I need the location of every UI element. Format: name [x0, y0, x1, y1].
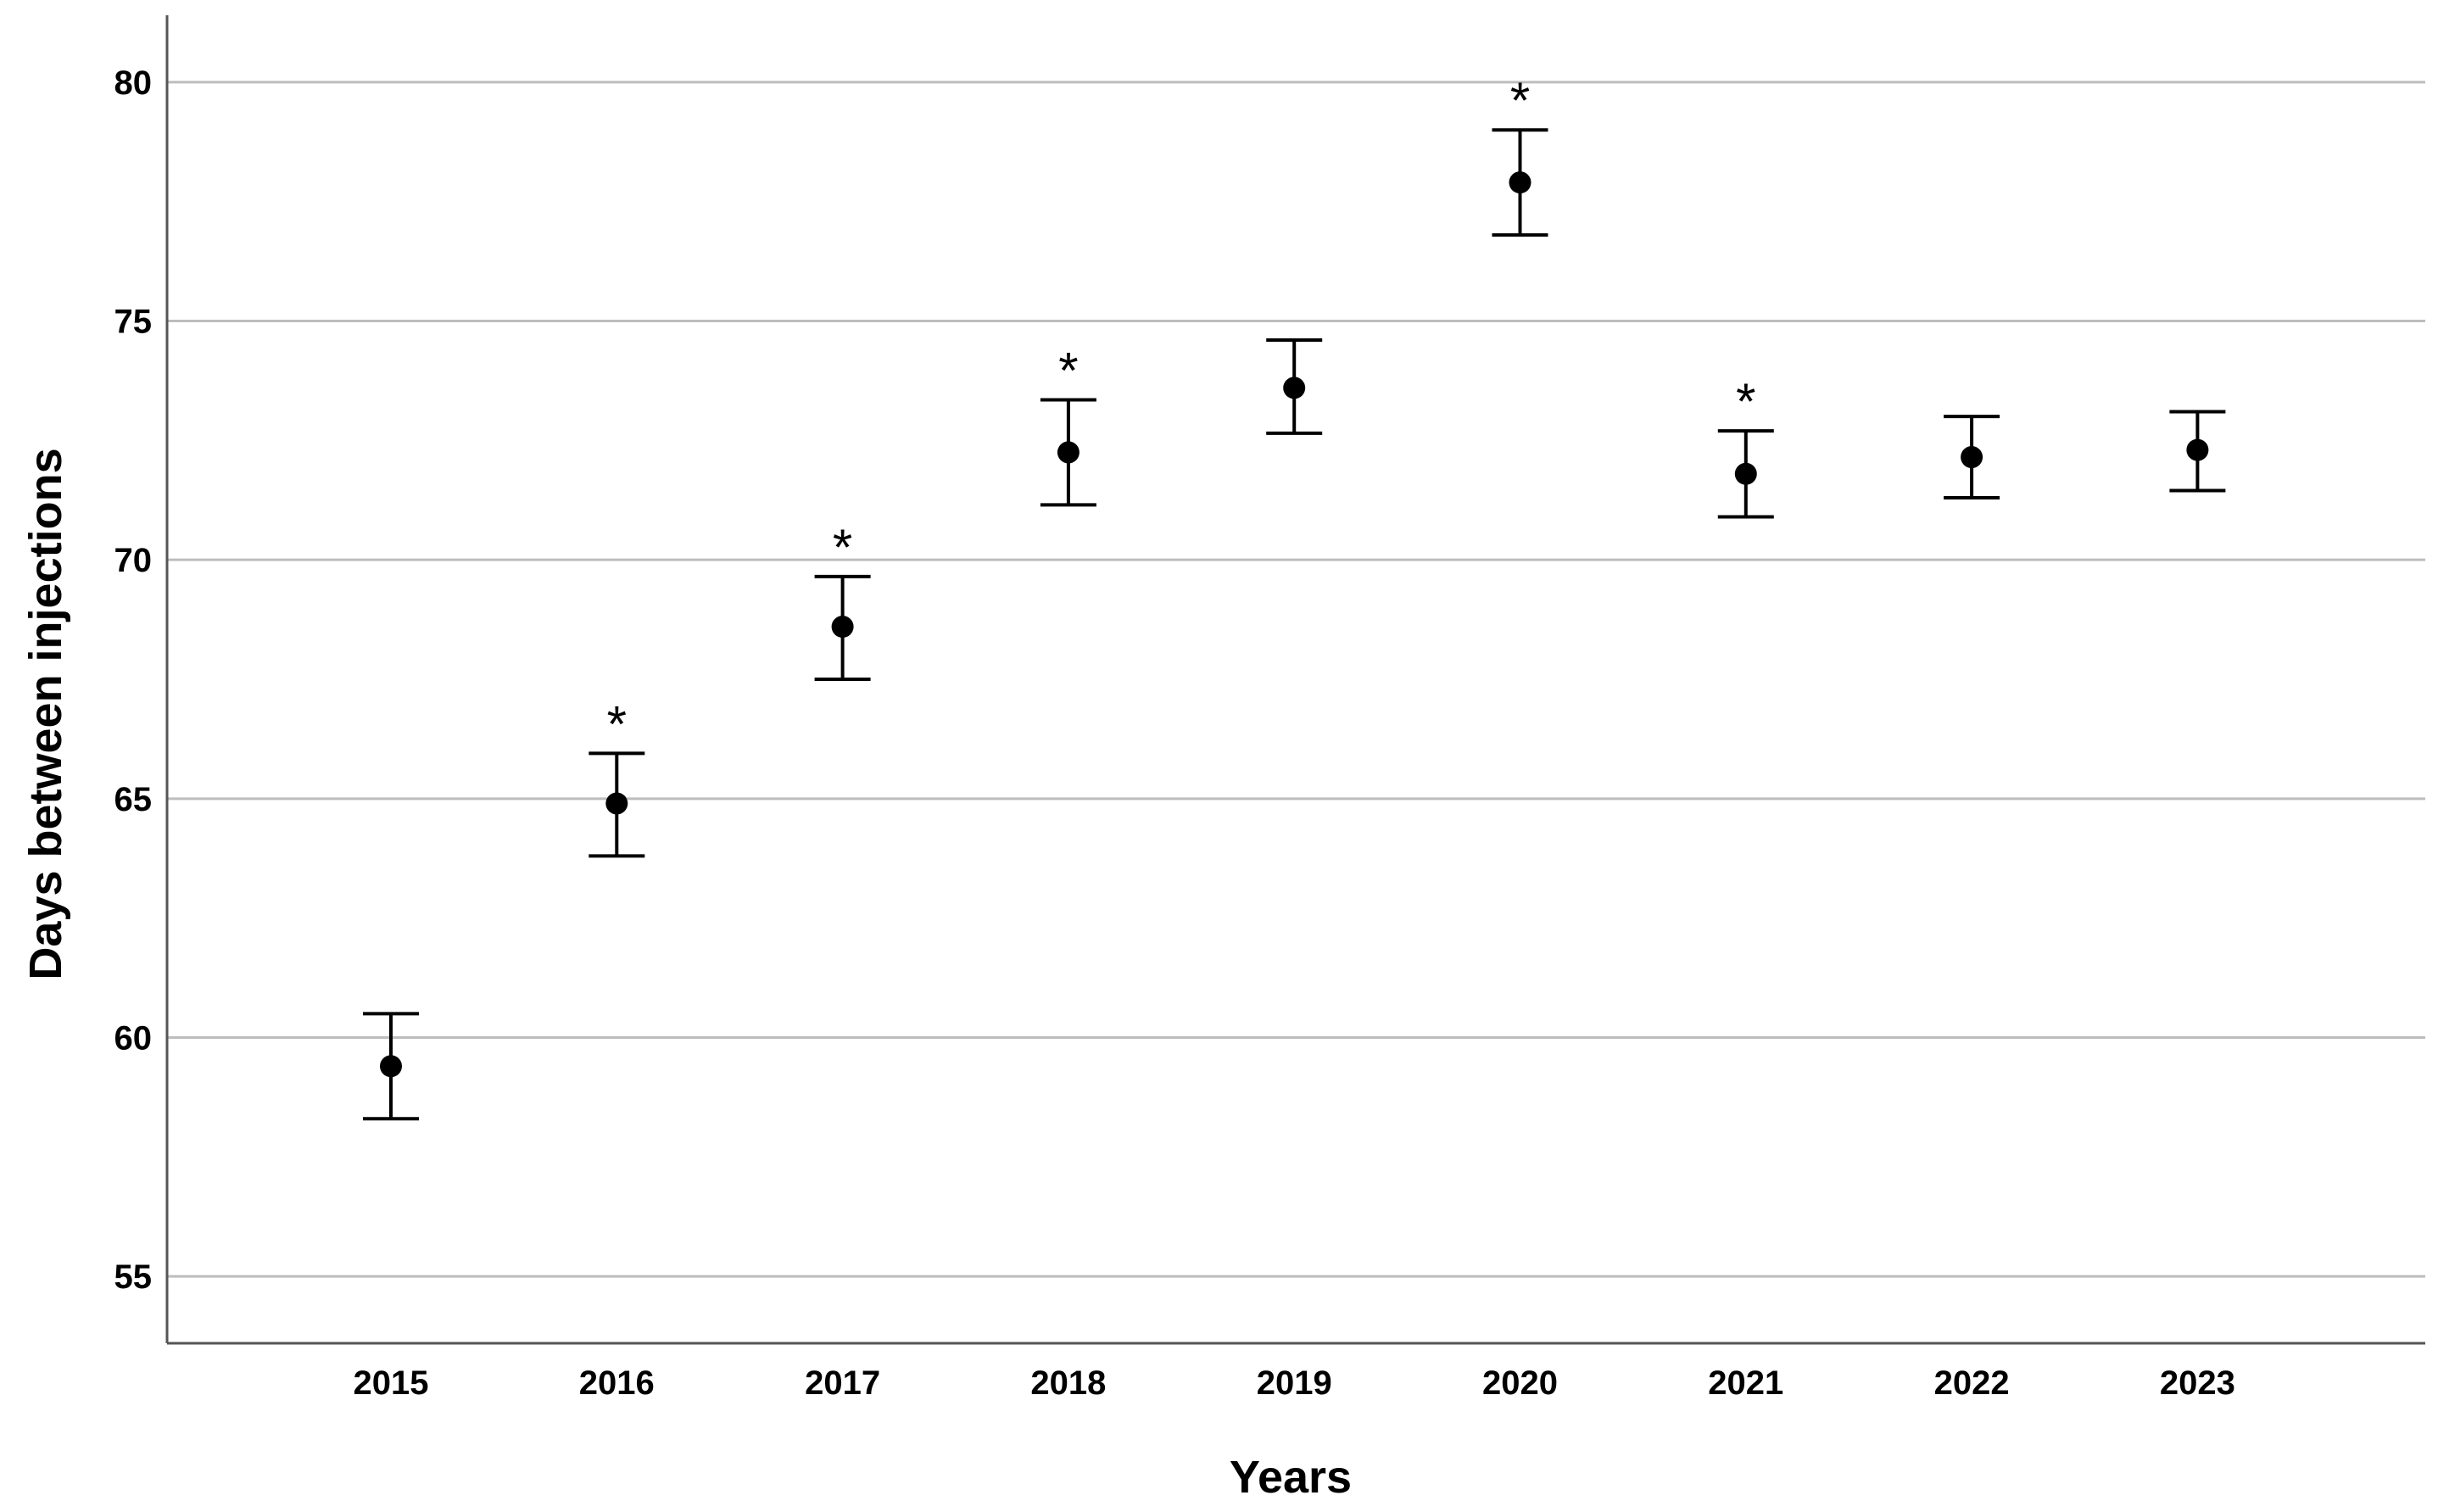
significance-marker: * [833, 519, 852, 576]
x-tick-label: 2019 [1257, 1364, 1332, 1402]
significance-marker: * [1510, 72, 1530, 129]
x-tick-label: 2017 [805, 1364, 880, 1402]
significance-markers: * * * * * [607, 72, 1756, 752]
axes [165, 15, 2425, 1345]
y-tick-label: 75 [114, 304, 153, 341]
data-points [380, 171, 2209, 1078]
y-tick-label: 55 [114, 1258, 153, 1296]
x-tick-label: 2020 [1482, 1364, 1558, 1402]
x-axis-title: Years [1230, 1452, 1352, 1503]
data-point [1734, 462, 1757, 485]
data-point [1509, 171, 1531, 194]
x-tick-label: 2021 [1708, 1364, 1783, 1402]
data-point [1283, 377, 1306, 399]
error-bars [363, 128, 2226, 1121]
significance-marker: * [1058, 342, 1078, 399]
y-tick-label: 70 [114, 542, 153, 579]
y-tick-label: 65 [114, 781, 153, 818]
y-tick-label: 60 [114, 1019, 153, 1057]
x-tick-labels: 2015 2016 2017 2018 2019 2020 2021 2022 2023 [354, 1364, 2235, 1402]
data-point [2186, 438, 2209, 461]
significance-marker: * [1736, 373, 1755, 430]
data-point [605, 792, 628, 815]
x-tick-label: 2015 [354, 1364, 429, 1402]
data-point [1961, 446, 1983, 469]
y-tick-label: 80 [114, 64, 153, 102]
x-tick-label: 2022 [1934, 1364, 2010, 1402]
x-tick-label: 2023 [2160, 1364, 2235, 1402]
significance-marker: * [607, 695, 627, 752]
y-tick-labels: 55 60 65 70 75 80 [114, 64, 153, 1296]
x-tick-label: 2016 [579, 1364, 655, 1402]
y-axis-title: Days between injections [20, 448, 71, 979]
data-point [831, 616, 854, 639]
x-tick-label: 2018 [1030, 1364, 1106, 1402]
data-point [380, 1055, 402, 1078]
data-point [1057, 441, 1080, 464]
grid-lines [167, 81, 2425, 1278]
